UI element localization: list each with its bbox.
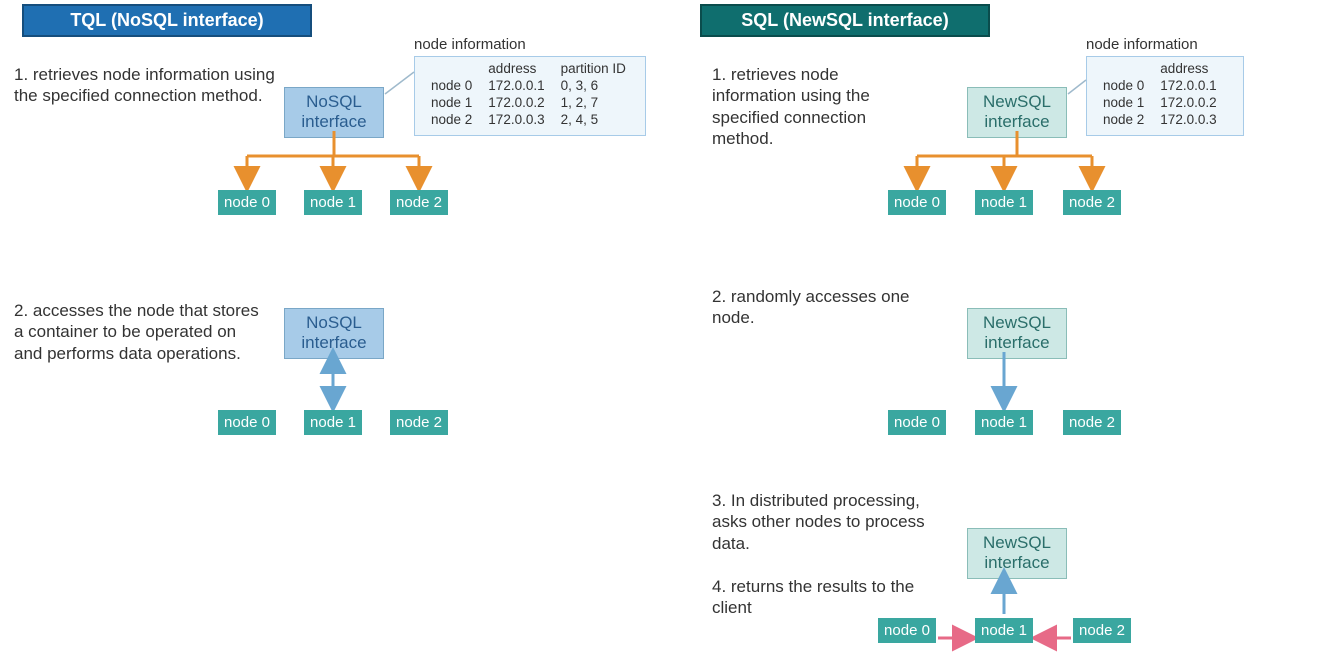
tql-node-info-table: address partition ID node 0 172.0.0.1 0,…	[423, 61, 634, 129]
table-row: node 2 172.0.0.3	[1095, 112, 1225, 129]
tql-node-2-a: node 2	[390, 190, 448, 215]
table-row: node 0 172.0.0.1	[1095, 78, 1225, 95]
col-blank	[423, 61, 480, 78]
sql-node-info-title: node information	[1086, 36, 1198, 53]
tql-node-2-b: node 2	[390, 410, 448, 435]
sql-step-4: 4. returns the results to the client	[712, 576, 932, 619]
sql-newsql-interface-1: NewSQL interface	[967, 87, 1067, 138]
table-row: node 1 172.0.0.2 1, 2, 7	[423, 95, 634, 112]
tql-node-info-title: node information	[414, 36, 526, 53]
sql-node-1-a: node 1	[975, 190, 1033, 215]
tql-nosql-interface-1: NoSQL interface	[284, 87, 384, 138]
sql-newsql-interface-2: NewSQL interface	[967, 308, 1067, 359]
tql-nosql-interface-2: NoSQL interface	[284, 308, 384, 359]
sql-node-2-b: node 2	[1063, 410, 1121, 435]
sql-node-2-c: node 2	[1073, 618, 1131, 643]
tql-step-2: 2. accesses the node that stores a conta…	[14, 300, 264, 364]
sql-node-info-table: address node 0 172.0.0.1 node 1 172.0.0.…	[1095, 61, 1225, 129]
tql-step-1: 1. retrieves node information using the …	[14, 64, 284, 107]
sql-node-1-c: node 1	[975, 618, 1033, 643]
tql-node-0-b: node 0	[218, 410, 276, 435]
sql-step-3: 3. In distributed processing, asks other…	[712, 490, 952, 554]
sql-node-0-b: node 0	[888, 410, 946, 435]
table-row: node 0 172.0.0.1 0, 3, 6	[423, 78, 634, 95]
tql-node-0-a: node 0	[218, 190, 276, 215]
sql-node-0-a: node 0	[888, 190, 946, 215]
sql-step-1: 1. retrieves node information using the …	[712, 64, 912, 149]
sql-step-2: 2. randomly accesses one node.	[712, 286, 932, 329]
table-row: node 2 172.0.0.3 2, 4, 5	[423, 112, 634, 129]
sql-node-1-b: node 1	[975, 410, 1033, 435]
tql-node-1-b: node 1	[304, 410, 362, 435]
col-address: address	[480, 61, 552, 78]
sql-node-2-a: node 2	[1063, 190, 1121, 215]
tql-node-1-a: node 1	[304, 190, 362, 215]
table-row: node 1 172.0.0.2	[1095, 95, 1225, 112]
sql-node-info-box: address node 0 172.0.0.1 node 1 172.0.0.…	[1086, 56, 1244, 136]
sql-node-0-c: node 0	[878, 618, 936, 643]
sql-banner: SQL (NewSQL interface)	[700, 4, 990, 37]
sql-newsql-interface-3: NewSQL interface	[967, 528, 1067, 579]
col-partition: partition ID	[553, 61, 634, 78]
tql-node-info-box: address partition ID node 0 172.0.0.1 0,…	[414, 56, 646, 136]
tql-banner: TQL (NoSQL interface)	[22, 4, 312, 37]
